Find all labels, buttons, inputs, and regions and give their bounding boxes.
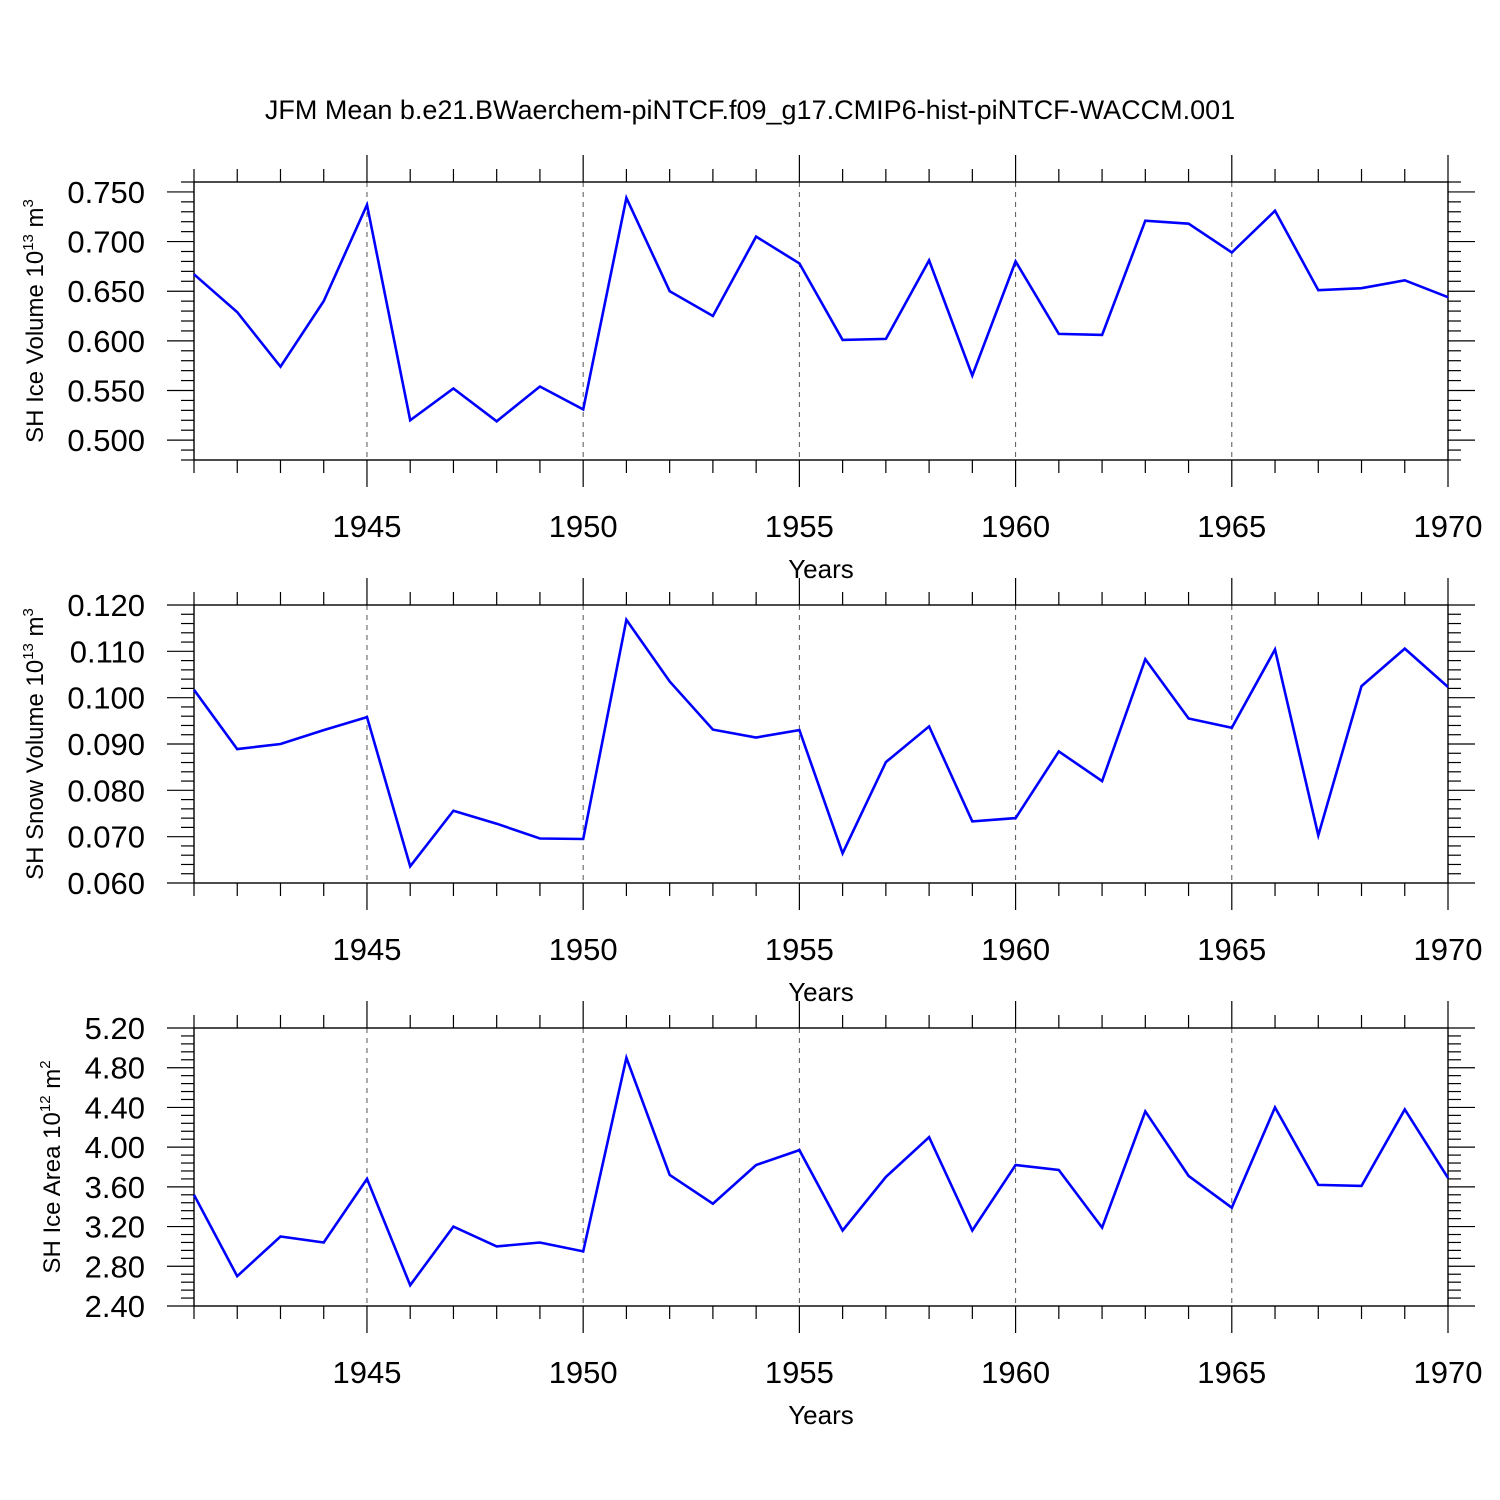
series-line (192, 1053, 1450, 1288)
y-axis-label-unit: m (22, 207, 49, 234)
plot-frame (193, 1027, 1449, 1307)
y-axis-label-exponent: 13 (20, 234, 37, 251)
x-axis-label: Years (788, 1400, 854, 1430)
y-tick-label: 0.100 (67, 681, 145, 716)
x-tick-label: 1955 (765, 509, 834, 544)
y-tick-label: 4.80 (85, 1051, 145, 1086)
y-tick-label: 0.060 (67, 866, 145, 901)
x-tick-label: 1970 (1414, 932, 1483, 967)
y-tick-label: 2.40 (85, 1289, 145, 1324)
x-tick-label: 1955 (765, 932, 834, 967)
y-tick-label: 0.750 (67, 175, 145, 210)
y-tick-label: 0.120 (67, 588, 145, 623)
y-tick-label: 4.00 (85, 1130, 145, 1165)
y-tick-label: 3.60 (85, 1170, 145, 1205)
panel-3: 2.40 2.80 3.20 3.60 4.00 4.40 4.80 5.20 1945 1950… (37, 1001, 1482, 1430)
y-axis-label-unit: m (39, 1069, 66, 1096)
x-tick-label: 1955 (765, 1355, 834, 1390)
y-axis-label-text: SH Ice Volume 10 (22, 251, 49, 443)
y-axis-label-text: SH Snow Volume 10 (22, 660, 49, 880)
panel-2: 0.060 0.070 0.080 0.090 0.100 0.110 0.120 1945 1… (20, 578, 1482, 1007)
y-tick-label: 0.700 (67, 225, 145, 260)
y-tick-label: 0.110 (70, 634, 145, 669)
y-axis-label-exponent: 13 (20, 643, 37, 660)
y-tick-label: 0.070 (67, 820, 145, 855)
x-tick-label: 1945 (332, 932, 401, 967)
y-tick-label: 0.080 (67, 773, 145, 808)
y-axis-label-exponent: 12 (37, 1095, 54, 1112)
y-tick-label: 5.20 (85, 1011, 145, 1046)
y-tick-label: 0.090 (67, 727, 145, 762)
y-axis-label: SH Snow Volume 1013 m3 (20, 608, 49, 880)
x-tick-label: 1970 (1414, 1355, 1483, 1390)
y-tick-label: 0.600 (67, 324, 145, 359)
chart-title: JFM Mean b.e21.BWaerchem-piNTCF.f09_g17.… (265, 95, 1235, 125)
y-tick-label: 3.20 (85, 1210, 145, 1245)
x-tick-label: 1960 (981, 932, 1050, 967)
y-axis-label-unit-exponent: 2 (37, 1060, 54, 1068)
x-axis-label: Years (788, 977, 854, 1007)
y-tick-label: 0.500 (67, 423, 145, 458)
y-tick-label: 2.80 (85, 1249, 145, 1284)
x-tick-label: 1945 (332, 1355, 401, 1390)
panel-1: 0.500 0.550 0.600 0.650 0.700 0.750 1945 1950 19… (20, 155, 1482, 584)
y-axis-label: SH Ice Area 1012 m2 (37, 1060, 66, 1273)
y-tick-label: 0.650 (67, 274, 145, 309)
y-tick-label: 4.40 (85, 1090, 145, 1125)
y-axis-label: SH Ice Volume 1013 m3 (20, 199, 49, 443)
plot-frame (193, 604, 1449, 884)
x-tick-label: 1965 (1197, 1355, 1266, 1390)
x-tick-label: 1965 (1197, 509, 1266, 544)
x-tick-label: 1960 (981, 1355, 1050, 1390)
y-axis-label-text: SH Ice Area 10 (39, 1112, 66, 1273)
x-tick-label: 1960 (981, 509, 1050, 544)
y-tick-label: 0.550 (67, 374, 145, 409)
y-axis-label-unit: m (22, 616, 49, 643)
x-tick-label: 1965 (1197, 932, 1266, 967)
x-tick-label: 1950 (549, 932, 618, 967)
y-axis-label-unit-exponent: 3 (20, 608, 37, 616)
x-tick-label: 1945 (332, 509, 401, 544)
series-line (192, 616, 1449, 870)
x-axis-label: Years (788, 554, 854, 584)
y-axis-label-unit-exponent: 3 (20, 199, 37, 207)
x-tick-label: 1970 (1414, 509, 1483, 544)
x-tick-label: 1950 (549, 1355, 618, 1390)
series-line (193, 193, 1449, 423)
x-tick-label: 1950 (549, 509, 618, 544)
